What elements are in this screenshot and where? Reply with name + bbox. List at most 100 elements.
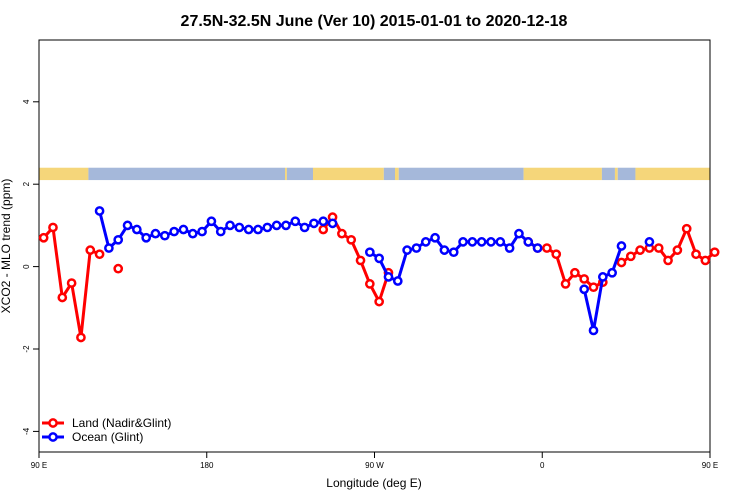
- data-point: [364, 279, 375, 289]
- data-point: [57, 292, 68, 303]
- data-point: [570, 267, 580, 278]
- series-ocean: [94, 206, 655, 336]
- y-tick-label: -4: [22, 427, 31, 435]
- data-point: [327, 218, 338, 229]
- data-point: [253, 224, 263, 235]
- data-point: [364, 247, 375, 258]
- data-point: [402, 245, 412, 255]
- data-point: [48, 222, 58, 233]
- data-point: [169, 226, 179, 237]
- data-point: [644, 237, 655, 247]
- data-point: [38, 232, 49, 243]
- series-land: [38, 212, 720, 343]
- data-point: [392, 276, 403, 286]
- data-point: [579, 284, 590, 295]
- data-point: [467, 237, 478, 247]
- data-point: [663, 255, 673, 266]
- data-point: [206, 216, 217, 227]
- data-point: [588, 325, 599, 336]
- data-point: [234, 222, 245, 233]
- data-point: [76, 332, 86, 343]
- legend-label: Ocean (Glint): [72, 430, 143, 444]
- data-point: [439, 245, 450, 255]
- surface-strip: [39, 167, 710, 181]
- legend-entry: Ocean (Glint): [42, 430, 143, 444]
- data-point: [523, 237, 534, 247]
- data-point: [150, 228, 161, 239]
- data-point: [197, 226, 207, 237]
- data-point: [625, 251, 636, 262]
- x-tick-label: 90 E: [702, 461, 718, 470]
- strip-land: [312, 167, 384, 181]
- data-point: [346, 234, 357, 245]
- data-point: [635, 245, 645, 255]
- data-point: [187, 228, 198, 239]
- data-point: [709, 247, 720, 258]
- data-point: [532, 243, 543, 253]
- data-point: [383, 272, 394, 282]
- strip-land: [39, 167, 89, 181]
- data-point: [159, 230, 170, 241]
- data-point: [374, 253, 385, 264]
- data-point: [597, 272, 608, 282]
- plot-frame: [38, 39, 711, 453]
- data-point: [430, 232, 440, 243]
- data-point: [579, 274, 590, 284]
- data-point: [653, 243, 664, 253]
- legend-entry: Land (Nadir&Glint): [42, 416, 171, 430]
- axes: 90 E 180 90 W 0 90 E -4 -2 0 2 4: [22, 99, 718, 470]
- strip-ocean: [286, 167, 313, 181]
- data-point: [113, 234, 124, 245]
- legend: Land (Nadir&Glint)Ocean (Glint): [42, 416, 171, 444]
- data-point: [411, 243, 422, 253]
- data-point: [215, 226, 226, 237]
- data-point: [262, 222, 273, 233]
- data-point: [448, 247, 459, 258]
- data-point: [122, 220, 133, 231]
- data-point: [104, 243, 114, 253]
- legend-swatch-point: [48, 418, 58, 428]
- strip-ocean: [88, 167, 286, 181]
- x-tick-label: 90 W: [365, 461, 384, 470]
- data-point: [560, 279, 571, 289]
- data-point: [290, 216, 301, 227]
- y-tick-label: 4: [22, 99, 31, 104]
- strip-land: [523, 167, 602, 181]
- data-point: [616, 241, 627, 251]
- data-point: [588, 282, 599, 293]
- data-point: [132, 224, 142, 235]
- data-point: [691, 249, 701, 260]
- strip-ocean: [398, 167, 524, 181]
- data-point: [178, 224, 189, 235]
- legend-swatch-point: [48, 432, 58, 442]
- data-point: [551, 249, 562, 260]
- strip-ocean: [383, 167, 396, 181]
- data-point: [66, 278, 77, 288]
- data-point: [299, 222, 310, 233]
- data-point: [700, 255, 711, 266]
- data-point: [504, 243, 515, 253]
- data-point: [607, 267, 617, 278]
- data-point: [85, 245, 96, 255]
- strip-land: [635, 167, 710, 181]
- data-point: [337, 228, 347, 239]
- y-tick-label: 0: [22, 264, 31, 269]
- series-layer: [38, 206, 720, 343]
- data-point: [318, 216, 329, 227]
- y-tick-label: -2: [22, 345, 31, 353]
- data-point: [243, 224, 254, 235]
- data-point: [495, 237, 506, 247]
- data-point: [476, 237, 487, 247]
- data-point: [420, 237, 431, 247]
- strip-ocean: [601, 167, 615, 181]
- data-point: [225, 220, 235, 231]
- y-axis-label: XCO2 - MLO trend (ppm): [0, 179, 13, 314]
- data-point: [318, 224, 329, 235]
- strip-land: [285, 167, 287, 181]
- strip-land: [395, 167, 399, 181]
- data-point: [514, 228, 524, 239]
- data-point: [94, 206, 105, 216]
- data-point: [458, 237, 468, 247]
- data-point: [113, 263, 124, 274]
